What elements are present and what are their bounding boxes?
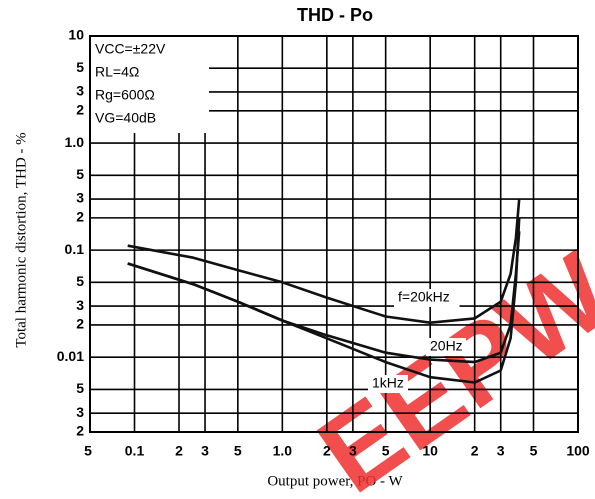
x-tick-label: 5 <box>234 443 242 459</box>
y-tick-label: 5 <box>76 273 84 289</box>
x-tick-label: 1.0 <box>273 443 293 459</box>
y-tick-label: 2 <box>76 316 84 332</box>
annotation: VG=40dB <box>95 110 156 126</box>
x-tick-label: 5 <box>84 443 92 459</box>
y-tick-label: 5 <box>76 166 84 182</box>
y-tick-label: 0.1 <box>65 241 85 257</box>
x-tick-label: 2 <box>175 443 183 459</box>
y-tick-label: 10 <box>68 27 84 43</box>
y-tick-label: 0.01 <box>57 348 84 364</box>
x-tick-label: 3 <box>201 443 209 459</box>
y-tick-label: 3 <box>76 83 84 99</box>
x-tick-label: 5 <box>382 443 390 459</box>
y-tick-label: 1.0 <box>65 134 85 150</box>
chart-title: THD - Po <box>297 5 373 25</box>
series-label-bg <box>368 375 408 393</box>
series-label: f=20kHz <box>398 289 450 305</box>
series-label: 20Hz <box>430 338 463 354</box>
x-tick-label: 3 <box>497 443 505 459</box>
series-label-bg <box>394 289 460 307</box>
x-tick-label: 5 <box>530 443 538 459</box>
x-tick-label: 2 <box>323 443 331 459</box>
data-line <box>127 198 521 324</box>
x-tick-label: 10 <box>422 443 438 459</box>
annotation: Rg=600Ω <box>95 87 155 103</box>
y-tick-label: 5 <box>76 59 84 75</box>
y-tick-label: 5 <box>76 380 84 396</box>
annotation: VCC=±22V <box>95 41 166 57</box>
data-line <box>127 217 521 384</box>
annotation-box <box>91 37 209 133</box>
x-tick-label: 2 <box>471 443 479 459</box>
watermark: EEPW <box>297 230 595 499</box>
y-tick-label: 2 <box>76 423 84 439</box>
y-tick-label: 2 <box>76 209 84 225</box>
y-tick-label: 2 <box>76 102 84 118</box>
y-tick-label: 3 <box>76 404 84 420</box>
y-tick-label: 3 <box>76 297 84 313</box>
x-tick-label: 100 <box>566 443 590 459</box>
x-tick-label: 0.1 <box>125 443 145 459</box>
x-axis-label: Output power, PO - W <box>267 473 403 489</box>
y-axis-label: Total harmonic distortion, THD - % <box>13 132 29 347</box>
annotation: RL=4Ω <box>95 64 139 80</box>
x-tick-label: 3 <box>349 443 357 459</box>
series-label: 1kHz <box>372 375 404 391</box>
y-tick-label: 3 <box>76 190 84 206</box>
series-label-bg <box>426 338 466 356</box>
